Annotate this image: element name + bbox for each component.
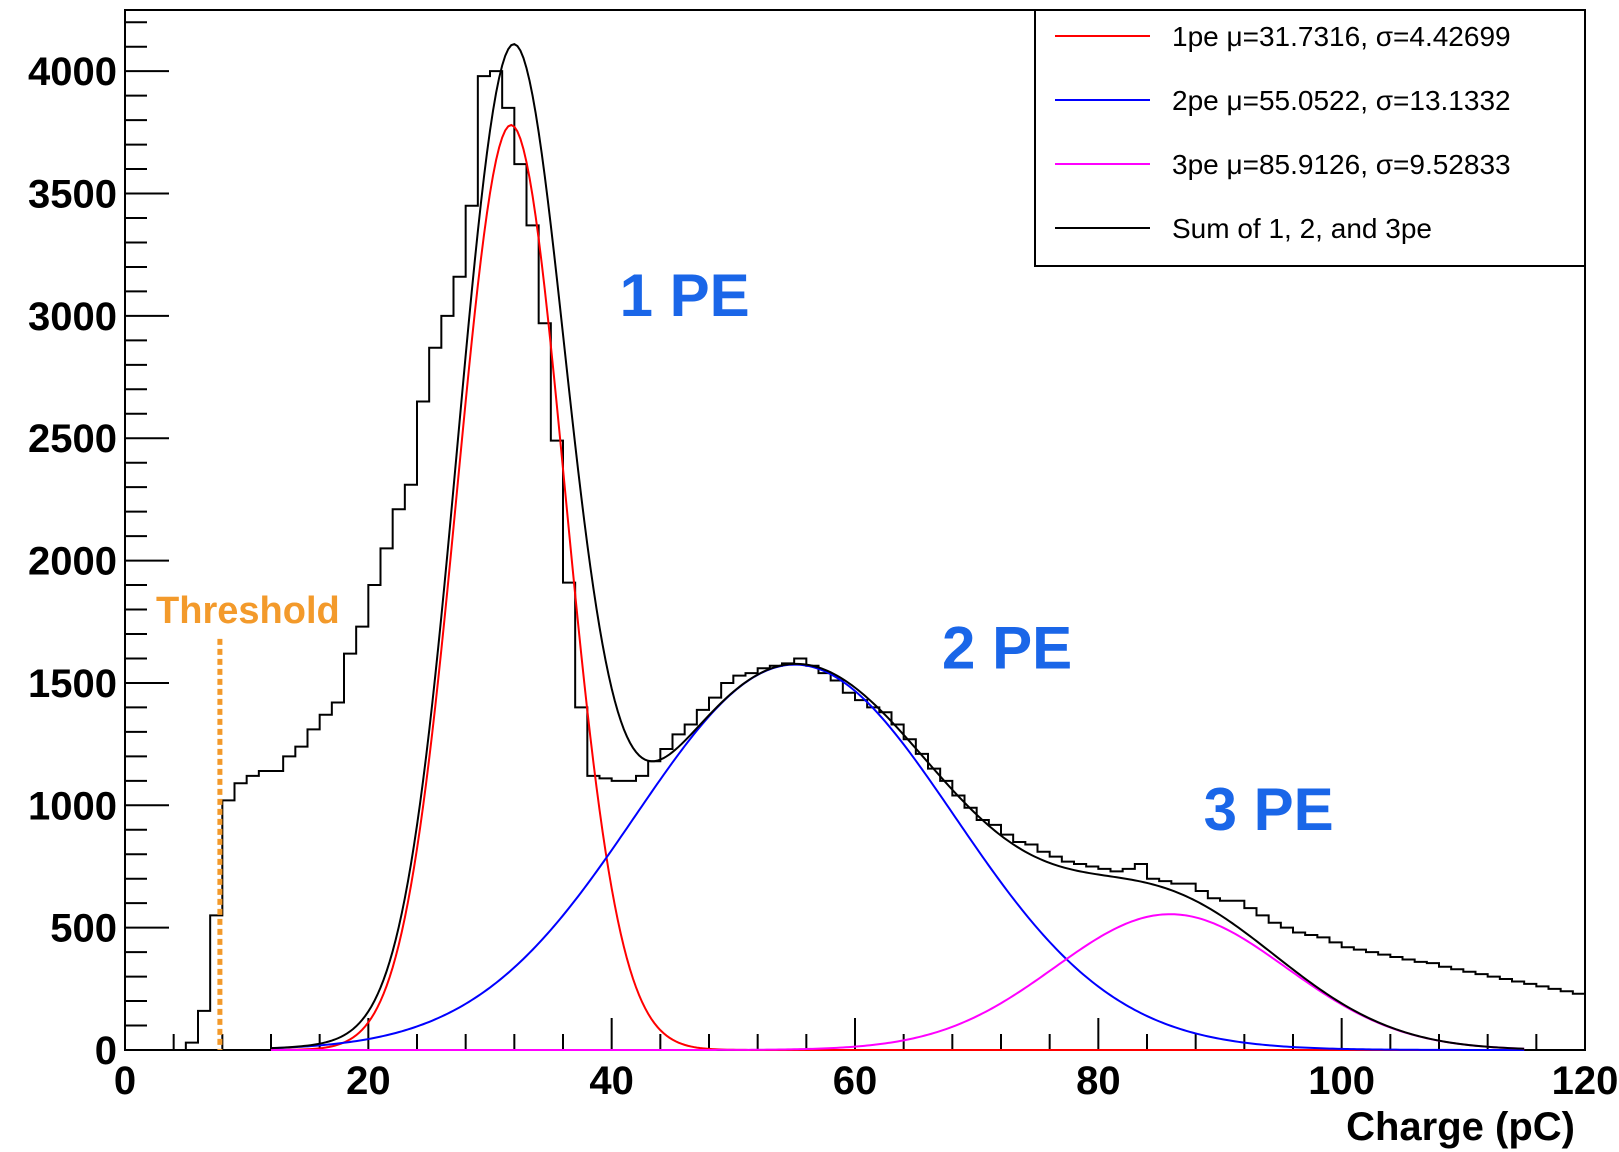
fit-curve-1pe [270,123,1525,1051]
legend-entry: 1pe μ=31.7316, σ=4.42699 [1172,21,1511,52]
threshold-label: Threshold [156,590,340,632]
data-histogram [184,70,1585,1050]
peak-annotations: 1 PE 2 PE 3 PE [620,262,1334,843]
peak-annotation: 2 PE [942,614,1072,681]
x-axis-tick-labels: 0 20 40 60 80 100 120 [114,1059,1619,1103]
x-tick-label: 60 [833,1059,878,1103]
x-tick-label: 100 [1308,1059,1375,1103]
x-axis-ticks [124,1018,1586,1050]
legend-box [1034,9,1586,267]
y-tick-label: 3500 [28,173,117,217]
x-tick-label: 80 [1076,1059,1121,1103]
legend-entry: Sum of 1, 2, and 3pe [1172,213,1432,244]
peak-annotation: 1 PE [620,262,750,329]
y-tick-label: 500 [50,907,117,951]
fit-curve-sum [270,43,1525,1050]
y-tick-label: 1500 [28,662,117,706]
fit-curve-3pe [271,913,1525,1051]
plot-curves [184,43,1585,1051]
y-tick-label: 2000 [28,540,117,584]
legend-entry: 2pe μ=55.0522, σ=13.1332 [1172,85,1511,116]
x-tick-label: 0 [114,1059,136,1103]
y-tick-label: 3000 [28,295,117,339]
x-tick-label: 120 [1552,1059,1619,1103]
y-axis-tick-labels: 0 500 1000 1500 2000 2500 3000 3500 4000 [28,50,117,1073]
x-tick-label: 20 [346,1059,391,1103]
y-axis-ticks [125,21,169,1051]
y-tick-label: 4000 [28,50,117,94]
y-tick-label: 2500 [28,417,117,461]
peak-annotation: 3 PE [1204,776,1334,843]
legend: 1pe μ=31.7316, σ=4.42699 2pe μ=55.0522, σ… [1034,9,1586,267]
legend-entry: 3pe μ=85.9126, σ=9.52833 [1172,149,1511,180]
x-axis-title: Charge (pC) [1346,1105,1575,1149]
x-tick-label: 40 [589,1059,634,1103]
y-tick-label: 0 [95,1029,117,1073]
fit-curve-2pe [270,663,1525,1051]
threshold-marker: Threshold [156,590,340,1050]
y-tick-label: 1000 [28,784,117,828]
